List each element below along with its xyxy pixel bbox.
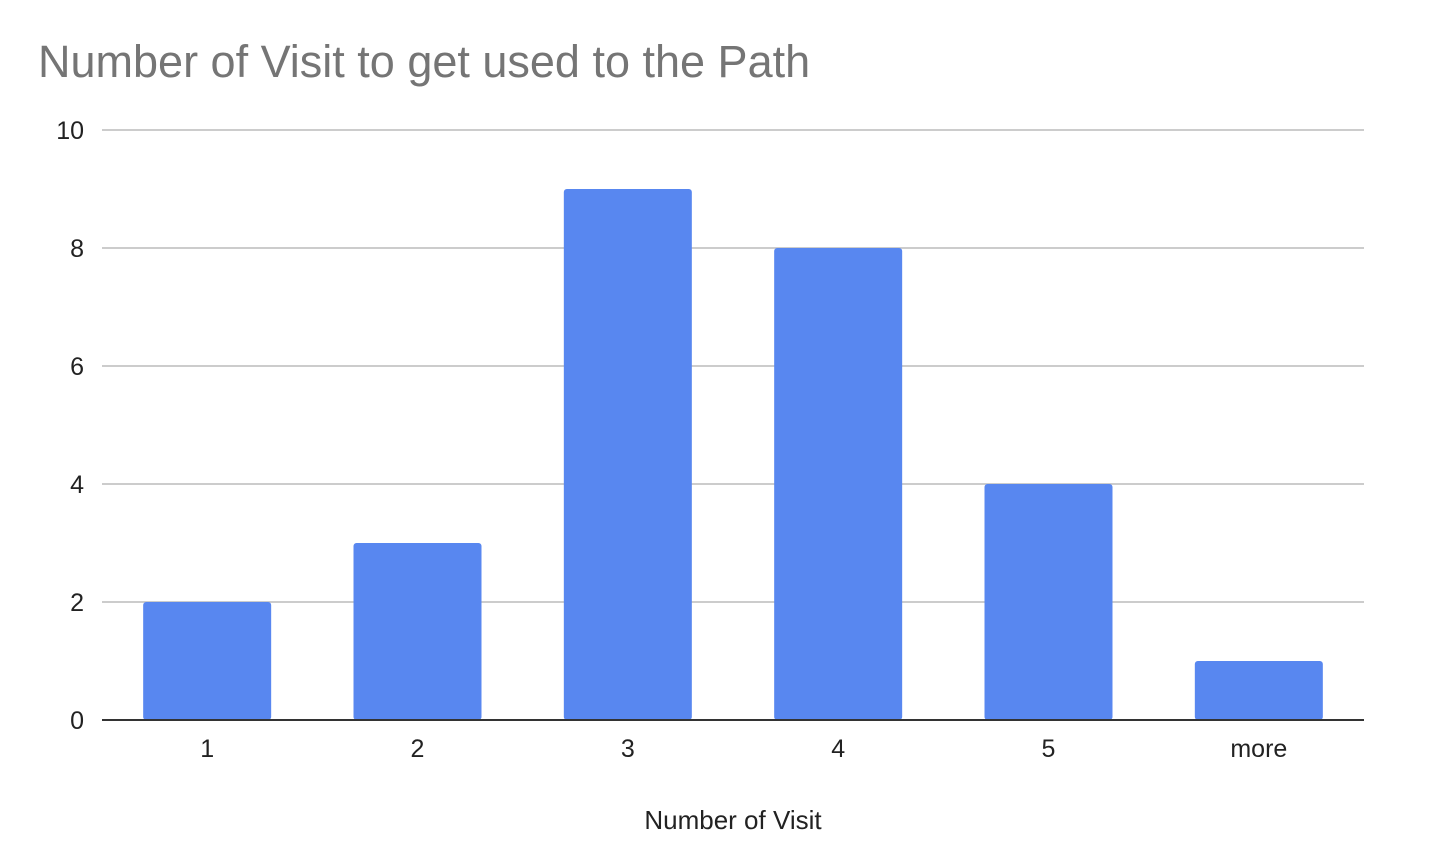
x-axis-title: Number of Visit [644, 805, 822, 835]
y-tick-label: 2 [70, 589, 84, 617]
y-tick-label: 4 [70, 471, 84, 499]
x-tick-label: 4 [831, 735, 845, 763]
bars [143, 189, 1323, 720]
x-tick-label: 5 [1042, 735, 1056, 763]
x-tick-label: 3 [621, 735, 635, 763]
y-tick-label: 0 [70, 707, 84, 735]
bar-3 [563, 189, 692, 720]
bar-2 [353, 543, 482, 720]
bar-5 [984, 484, 1113, 720]
gridlines [102, 129, 1364, 603]
y-tick-label: 10 [56, 117, 84, 145]
bar-more [1194, 661, 1323, 720]
chart-title: Number of Visit to get used to the Path [38, 36, 811, 87]
y-tick-label: 8 [70, 235, 84, 263]
bar-4 [774, 248, 903, 720]
bar-1 [143, 602, 272, 720]
x-tick-label: 2 [411, 735, 425, 763]
x-tick-label: more [1230, 735, 1287, 763]
y-tick-label: 6 [70, 353, 84, 381]
x-tick-label: 1 [200, 735, 214, 763]
